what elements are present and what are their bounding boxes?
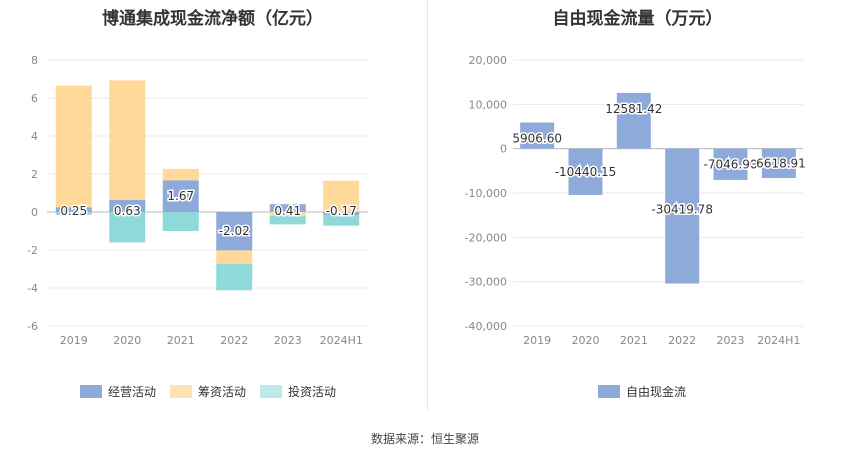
data-label: -10440.15 — [555, 165, 617, 179]
legend-swatch-operating — [80, 385, 102, 398]
bar-1-0 — [713, 148, 748, 180]
bar-0-2 — [323, 215, 360, 226]
y-tick-label: -6 — [27, 320, 38, 333]
x-tick-label: 2021 — [620, 334, 648, 347]
y-tick-label: 4 — [31, 130, 38, 143]
bar-0-0 — [109, 200, 146, 212]
left-chart-title: 博通集成现金流净额（亿元） — [102, 9, 323, 29]
bar-0-0 — [323, 212, 360, 216]
y-tick-label: -4 — [27, 282, 38, 295]
bar-0-0 — [269, 204, 306, 212]
x-tick-label: 2022 — [668, 334, 696, 347]
bar-0-2 — [55, 212, 92, 215]
data-label: -7046.90 — [704, 157, 758, 171]
x-tick-label: 2023 — [274, 334, 302, 347]
legend-label-financing: 筹资活动 — [198, 385, 247, 399]
legend-label-investing: 投资活动 — [288, 385, 337, 399]
bar-0-2 — [162, 212, 199, 231]
y-tick-label: 6 — [31, 92, 38, 105]
x-tick-label: 2022 — [220, 334, 248, 347]
legend-swatch-financing — [170, 385, 193, 398]
data-label: -2.02 — [219, 224, 250, 238]
legend-item-fcf[interactable]: 自由现金流 — [598, 383, 686, 400]
legend-swatch-investing — [260, 385, 283, 398]
bar-1-0 — [616, 92, 651, 149]
right-chart-title: 自由现金流量（万元） — [552, 9, 723, 29]
bar-0-0 — [216, 212, 253, 251]
bar-0-0 — [162, 180, 199, 212]
data-label: -0.17 — [326, 204, 357, 218]
bar-0-1 — [109, 80, 146, 201]
legend-item-investing[interactable]: 投资活动 — [260, 383, 336, 400]
data-label: -6618.91 — [752, 156, 806, 170]
legend-item-operating[interactable]: 经营活动 — [80, 383, 156, 400]
bar-0-2 — [216, 263, 253, 291]
data-label: 12581.42 — [605, 102, 662, 116]
x-tick-label: 2020 — [113, 334, 141, 347]
y-tick-label: 20,000 — [469, 54, 508, 67]
x-tick-label: 2023 — [717, 334, 745, 347]
bar-0-2 — [109, 212, 146, 243]
bar-1-0 — [761, 148, 796, 179]
bar-1-0 — [520, 122, 555, 149]
bar-0-1 — [323, 180, 360, 212]
y-tick-label: -20,000 — [465, 231, 507, 244]
y-tick-label: 10,000 — [469, 98, 508, 111]
y-tick-label: 8 — [31, 54, 38, 67]
bar-1-0 — [568, 148, 603, 195]
x-tick-label: 2019 — [523, 334, 551, 347]
legend-item-financing[interactable]: 筹资活动 — [170, 383, 246, 400]
x-tick-label: 2019 — [60, 334, 88, 347]
y-tick-label: -2 — [27, 244, 38, 257]
data-label: 0.63 — [114, 204, 141, 218]
data-label: -30419.78 — [651, 202, 713, 216]
bar-0-1 — [162, 168, 199, 181]
panel-divider — [427, 0, 428, 410]
data-label: 5906.60 — [512, 131, 562, 145]
y-tick-label: 2 — [31, 168, 38, 181]
x-tick-label: 2024H1 — [320, 334, 363, 347]
x-tick-label: 2024H1 — [757, 334, 800, 347]
y-tick-label: -30,000 — [465, 276, 507, 289]
bar-0-0 — [55, 207, 92, 212]
legend-swatch-fcf — [598, 385, 620, 398]
data-label: 1.67 — [167, 189, 194, 203]
y-tick-label: -10,000 — [465, 187, 507, 200]
left-legend: 经营活动 筹资活动 投资活动 — [80, 383, 350, 400]
data-label: 0.25 — [60, 204, 87, 218]
bar-0-1 — [269, 212, 306, 216]
bar-0-1 — [216, 250, 253, 264]
y-tick-label: 0 — [500, 143, 507, 156]
data-label: 0.41 — [274, 204, 301, 218]
right-legend: 自由现金流 — [598, 383, 700, 400]
y-tick-label: -40,000 — [465, 320, 507, 333]
legend-label-fcf: 自由现金流 — [626, 385, 687, 399]
legend-label-operating: 经营活动 — [108, 385, 157, 399]
bar-0-1 — [55, 85, 92, 208]
bar-1-0 — [665, 148, 700, 284]
source-note: 数据来源：恒生聚源 — [370, 432, 479, 446]
y-tick-label: 0 — [31, 206, 38, 219]
x-tick-label: 2020 — [572, 334, 600, 347]
bar-0-2 — [269, 215, 306, 225]
x-tick-label: 2021 — [167, 334, 195, 347]
